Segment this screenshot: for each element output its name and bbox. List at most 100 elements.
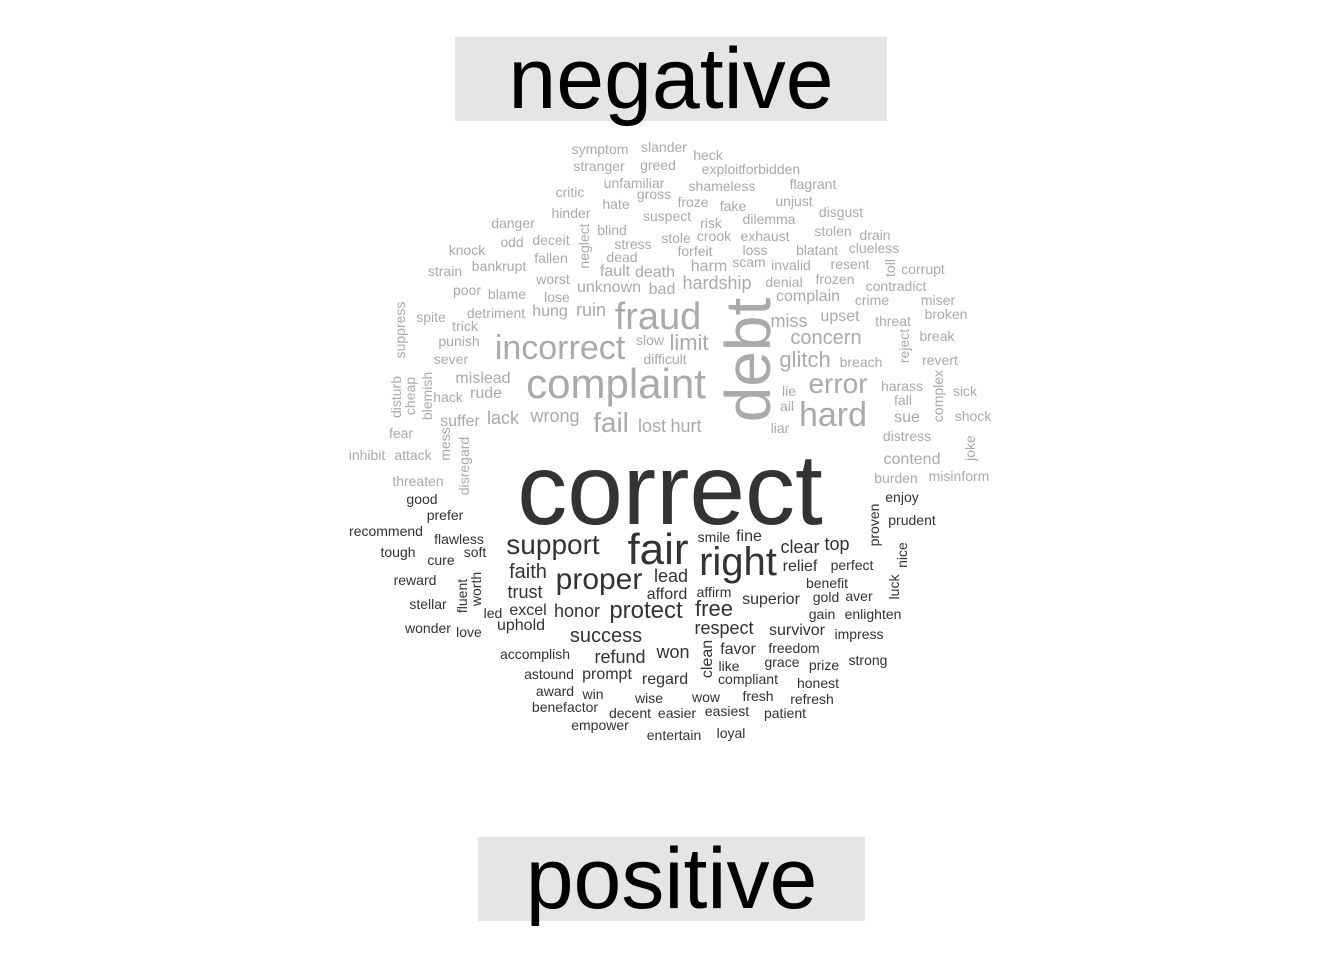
word-miser: miser: [920, 292, 956, 308]
word-easier: easier: [657, 705, 697, 721]
word-stellar: stellar: [409, 596, 447, 612]
word-dead: dead: [606, 249, 638, 265]
word-reject: reject: [896, 328, 912, 364]
word-honor: honor: [553, 601, 601, 621]
word-blind: blind: [597, 222, 627, 238]
word-gold: gold: [812, 589, 840, 605]
word-strain: strain: [427, 263, 463, 279]
word-wise: wise: [634, 690, 664, 706]
word-stole: stole: [661, 230, 691, 246]
word-accomplish: accomplish: [499, 646, 571, 662]
word-excel: excel: [509, 602, 547, 619]
word-fault: fault: [599, 263, 631, 280]
word-shameless: shameless: [688, 178, 756, 194]
word-refund: refund: [594, 647, 646, 667]
word-wonder: wonder: [405, 620, 451, 636]
word-won: won: [656, 642, 690, 662]
word-critic: critic: [555, 184, 585, 200]
word-loss: loss: [742, 242, 768, 258]
word-error: error: [808, 368, 868, 399]
word-lost: lost: [637, 416, 667, 436]
word-invalid: invalid: [771, 257, 811, 273]
word-proven: proven: [866, 503, 882, 547]
word-stolen: stolen: [814, 223, 852, 239]
word-break: break: [919, 328, 955, 344]
word-toll: toll: [882, 259, 898, 277]
word-crime: crime: [854, 292, 890, 308]
word-corrupt: corrupt: [901, 261, 945, 277]
word-benefit: benefit: [805, 575, 849, 591]
word-hung: hung: [532, 303, 568, 320]
word-froze: froze: [677, 194, 709, 210]
word-free: free: [695, 596, 733, 621]
word-liar: liar: [770, 420, 790, 436]
word-harass: harass: [880, 378, 924, 394]
word-relief: relief: [782, 558, 818, 575]
word-reward: reward: [393, 572, 437, 588]
word-hurt: hurt: [670, 416, 702, 436]
word-exploit: exploit: [701, 161, 743, 177]
word-breach: breach: [839, 354, 883, 370]
word-trick: trick: [452, 318, 478, 334]
word-harm: harm: [690, 258, 728, 275]
word-danger: danger: [491, 215, 535, 231]
word-aver: aver: [845, 588, 873, 604]
word-difficult: difficult: [643, 351, 687, 367]
word-death: death: [634, 264, 676, 281]
word-suffer: suffer: [440, 413, 480, 430]
word-bad: bad: [648, 281, 676, 298]
word-contradict: contradict: [865, 278, 927, 294]
word-flawless: flawless: [434, 531, 484, 547]
word-lead: lead: [653, 566, 689, 586]
word-smile: smile: [697, 529, 731, 545]
word-fair: fair: [627, 525, 689, 574]
word-wrong: wrong: [530, 406, 580, 426]
word-spite: spite: [416, 309, 446, 325]
word-slander: slander: [641, 139, 687, 155]
word-astound: astound: [524, 666, 574, 682]
word-favor: favor: [720, 641, 756, 658]
word-symptom: symptom: [571, 141, 629, 157]
word-denial: denial: [765, 274, 803, 290]
word-hard: hard: [798, 396, 868, 434]
word-forbidden: forbidden: [741, 161, 801, 177]
word-crook: crook: [696, 228, 732, 244]
word-clean: clean: [699, 639, 716, 679]
word-win: win: [582, 686, 604, 702]
word-complex: complex: [930, 369, 946, 423]
word-unjust: unjust: [775, 193, 813, 209]
word-deceit: deceit: [532, 232, 570, 248]
word-punish: punish: [438, 333, 480, 349]
word-glitch: glitch: [779, 347, 831, 372]
word-blemish: blemish: [419, 371, 435, 421]
word-risk: risk: [700, 215, 722, 231]
word-affirm: affirm: [696, 584, 732, 600]
word-fresh: fresh: [742, 688, 774, 704]
word-good: good: [406, 491, 438, 507]
word-attack: attack: [394, 447, 432, 463]
word-disgust: disgust: [818, 204, 864, 220]
word-cheap: cheap: [402, 376, 418, 416]
word-neglect: neglect: [576, 223, 592, 269]
word-lack: lack: [486, 408, 520, 428]
word-hinder: hinder: [551, 205, 591, 221]
word-patient: patient: [763, 705, 807, 721]
word-disturb: disturb: [388, 375, 404, 419]
word-blame: blame: [487, 286, 527, 302]
word-gross: gross: [636, 186, 672, 202]
word-superior: superior: [742, 591, 800, 608]
word-soft: soft: [463, 544, 487, 560]
word-success: success: [569, 625, 643, 647]
word-rude: rude: [469, 385, 503, 402]
word-faith: faith: [509, 561, 547, 583]
word-upset: upset: [820, 308, 860, 325]
word-respect: respect: [694, 618, 754, 638]
word-cure: cure: [427, 552, 455, 568]
word-stranger: stranger: [573, 158, 625, 174]
word-prize: prize: [808, 657, 840, 673]
word-entertain: entertain: [646, 727, 702, 743]
word-complaint: complaint: [526, 360, 706, 407]
word-fine: fine: [736, 528, 762, 545]
word-proper: proper: [555, 563, 643, 596]
